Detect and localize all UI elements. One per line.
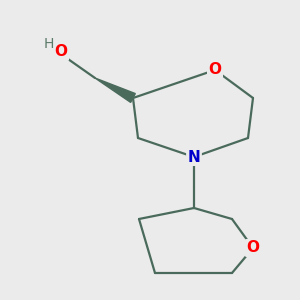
Text: H: H <box>44 37 54 51</box>
Text: O: O <box>247 241 260 256</box>
Text: O: O <box>208 62 221 77</box>
Text: N: N <box>188 149 200 164</box>
Text: O: O <box>55 44 68 59</box>
Polygon shape <box>95 78 135 102</box>
